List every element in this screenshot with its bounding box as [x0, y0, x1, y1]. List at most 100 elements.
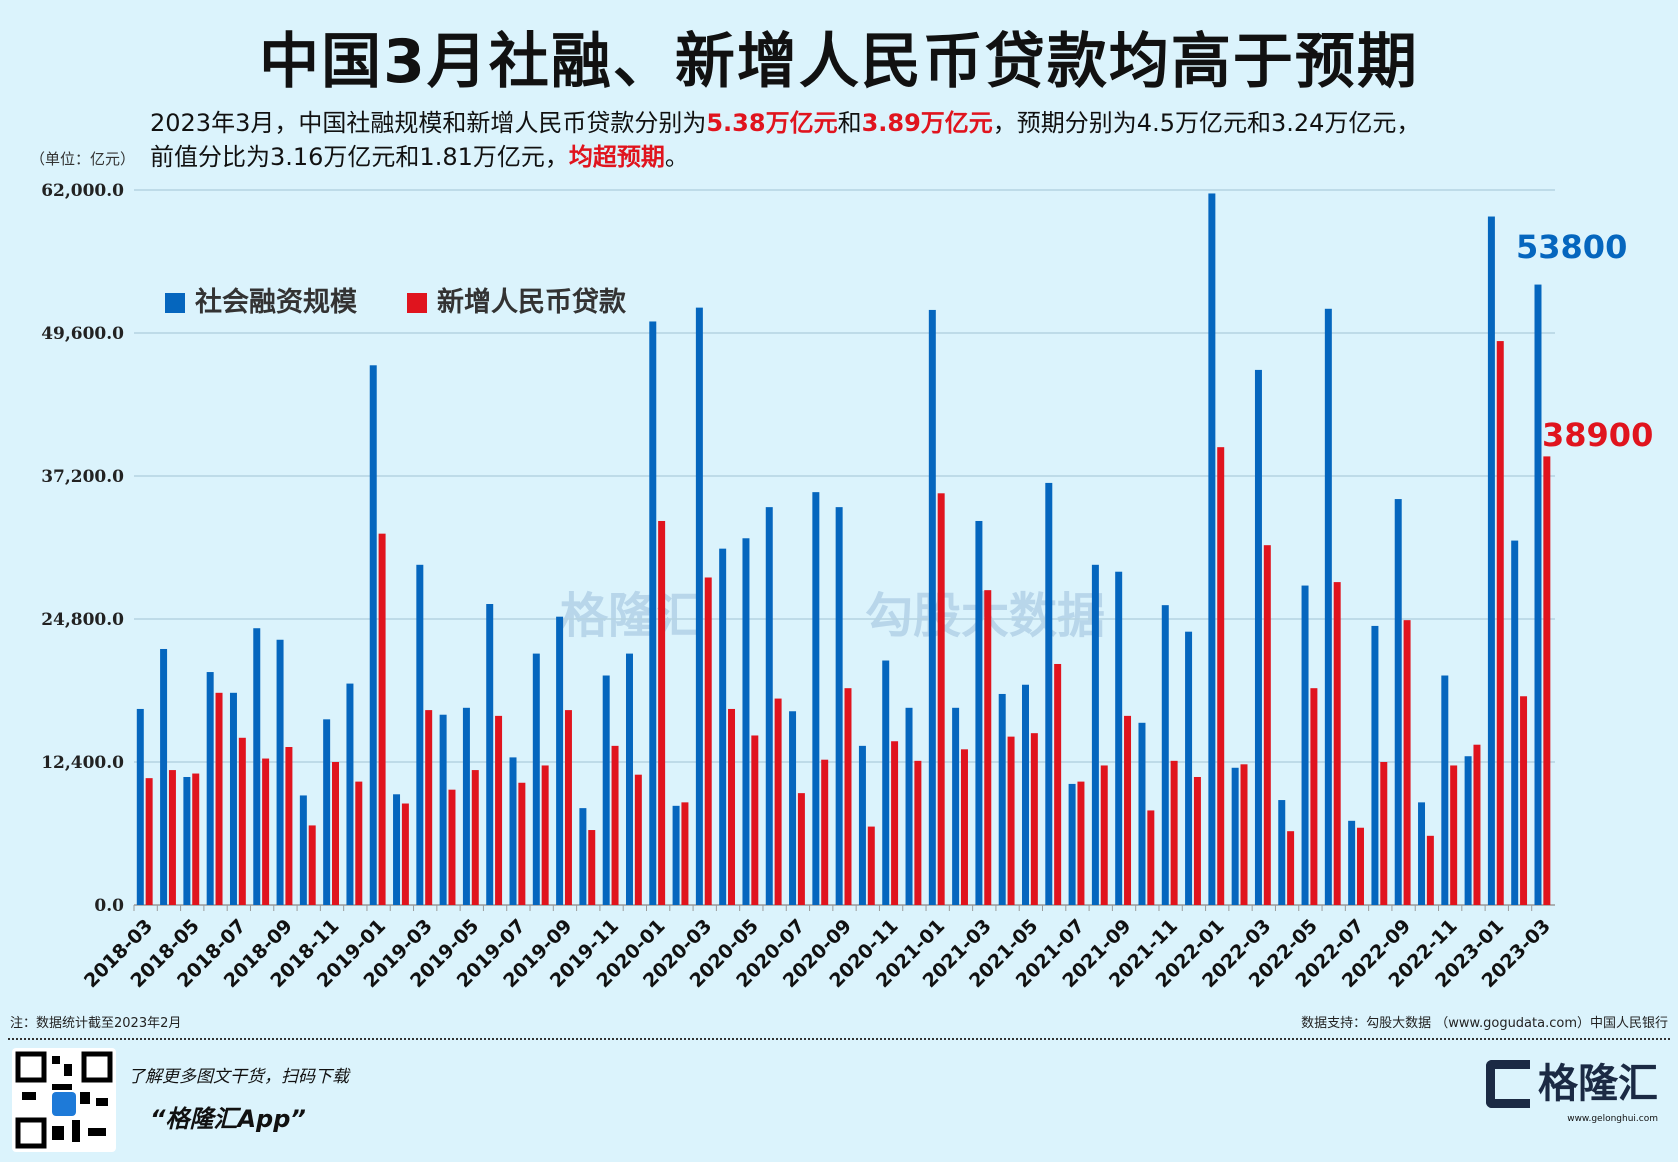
bar-loans [1147, 810, 1155, 905]
bar-loans [1380, 762, 1388, 905]
bar-tsf [393, 794, 401, 905]
bar-loans [541, 765, 549, 905]
bar-tsf [1464, 756, 1472, 905]
bar-tsf [1138, 722, 1146, 905]
bar-tsf [952, 707, 960, 905]
bar-loans [588, 830, 596, 905]
y-tick-label: 37,200.0 [41, 467, 124, 487]
bar-tsf [672, 805, 680, 905]
bar-loans [634, 774, 642, 905]
bar-loans [1520, 696, 1528, 905]
bar-tsf [905, 707, 913, 905]
bar-loans [564, 710, 572, 905]
legend-label: 新增人民币贷款 [437, 287, 626, 318]
bar-loans [658, 520, 666, 905]
bar-loans [1263, 545, 1271, 905]
divider [8, 1038, 1670, 1040]
bar-loans [960, 749, 968, 905]
end-label-tsf: 53800 [1516, 228, 1628, 266]
unit-label: （单位：亿元） [30, 150, 136, 168]
bar-loans [262, 758, 270, 905]
bar-loans [238, 737, 246, 905]
y-tick-label: 0.0 [94, 896, 124, 916]
logo-text: 格隆汇 [1538, 1061, 1658, 1107]
bar-tsf [1208, 193, 1216, 906]
subtitle-line-1: 2023年3月，中国社融规模和新增人民币贷款分别为5.38万亿元和3.89万亿元… [150, 108, 1420, 138]
bar-tsf [1394, 499, 1402, 905]
qr-code-icon [15, 1051, 113, 1149]
bar-loans [821, 759, 829, 905]
bar-tsf [835, 507, 843, 905]
bar-loans [378, 533, 386, 905]
bar-tsf [1231, 767, 1239, 905]
legend: 社会融资规模 新增人民币贷款 [165, 286, 626, 320]
bar-loans [1100, 765, 1108, 905]
qr-code[interactable] [12, 1048, 116, 1152]
bar-loans [518, 782, 526, 905]
logo-url: www.gelonghui.com [1567, 1114, 1658, 1124]
bar-loans [1496, 341, 1504, 905]
bar-tsf [649, 321, 657, 905]
subtitle-text: 。 [664, 143, 689, 171]
y-tick-label: 49,600.0 [41, 324, 124, 344]
bar-tsf [975, 520, 983, 905]
bar-tsf [1324, 308, 1332, 906]
bar-tsf [369, 365, 377, 906]
bar-loans [215, 692, 223, 905]
bar-loans [984, 590, 992, 905]
bar-tsf [695, 307, 703, 905]
bar-loans [471, 770, 479, 905]
bar-tsf [346, 683, 354, 905]
bar-tsf [183, 776, 191, 905]
bar-loans [867, 826, 875, 905]
bar-tsf [789, 711, 797, 905]
bar-tsf [765, 507, 773, 905]
end-label-loans: 38900 [1542, 416, 1654, 454]
brand-logo: 格隆汇 www.gelonghui.com [1486, 1060, 1658, 1124]
bar-tsf [1511, 540, 1519, 905]
page-title: 中国3月社融、新增人民币贷款均高于预期 [259, 27, 1419, 97]
bar-tsf [206, 672, 214, 905]
bar-tsf [556, 616, 564, 905]
bar-loans [425, 710, 433, 905]
legend-item-tsf: 社会融资规模 [165, 286, 357, 320]
bar-loans [355, 781, 363, 905]
bar-loans [1007, 736, 1015, 905]
bar-tsf [719, 548, 727, 905]
subtitle-highlight: 5.38万亿元 [706, 109, 838, 137]
bar-loans [914, 760, 922, 905]
bar-tsf [1161, 605, 1169, 905]
bar-loans [751, 735, 759, 905]
bar-tsf [439, 714, 447, 905]
bar-loans [1170, 760, 1178, 905]
watermark-left: 格隆汇 [560, 588, 705, 644]
bar-loans [495, 715, 503, 905]
bar-tsf [1371, 625, 1379, 905]
bar-tsf [579, 808, 587, 905]
bar-loans [1403, 620, 1411, 905]
bar-loans [891, 741, 899, 905]
bar-tsf [253, 628, 261, 905]
bar-loans [168, 770, 176, 905]
bar-loans [1124, 715, 1132, 905]
bar-tsf [998, 693, 1006, 905]
bar-tsf [882, 660, 890, 905]
bar-loans [774, 698, 782, 905]
y-tick-label: 24,800.0 [41, 610, 124, 630]
bar-tsf [1278, 800, 1286, 905]
bar-tsf [486, 604, 494, 905]
bar-tsf [229, 692, 237, 905]
subtitle-line-2: 前值分比为3.16万亿元和1.81万亿元，均超预期。 [150, 142, 689, 172]
subtitle-text: 2023年3月，中国社融规模和新增人民币贷款分别为 [150, 109, 707, 137]
bar-loans [728, 708, 736, 905]
bar-loans [1287, 831, 1295, 905]
bar-tsf [602, 675, 610, 905]
subtitle-highlight: 均超预期 [568, 143, 665, 171]
bar-loans [1030, 733, 1038, 905]
bar-tsf [532, 653, 540, 905]
legend-item-loans: 新增人民币贷款 [407, 286, 626, 320]
legend-swatch [407, 293, 427, 313]
y-tick-label: 62,000.0 [41, 181, 124, 201]
bar-tsf [742, 538, 750, 905]
promo-text: 了解更多图文干货，扫码下载 [128, 1067, 349, 1087]
